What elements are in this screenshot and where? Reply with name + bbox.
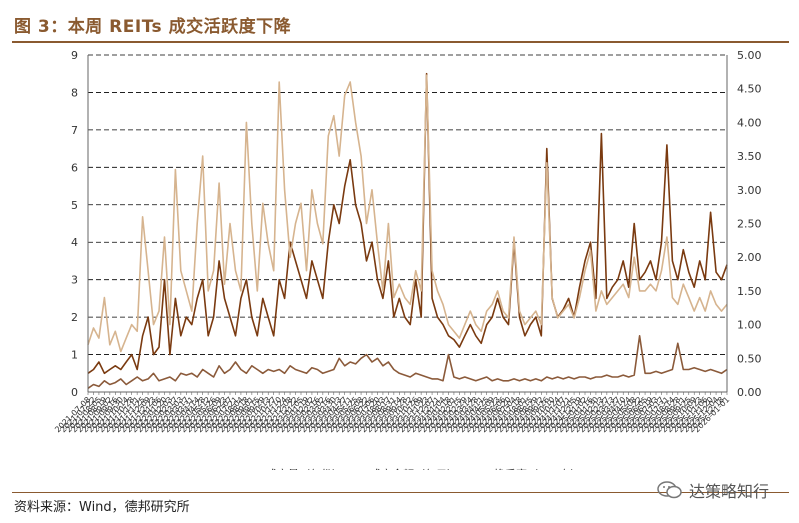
y-right-tick-label: 3.50 xyxy=(737,150,762,163)
y-right-tick-label: 2.00 xyxy=(737,251,762,264)
y-left-tick-label: 9 xyxy=(71,49,78,62)
title-rule xyxy=(12,41,789,43)
figure-title: 图 3：本周 REITs 成交活跃度下降 xyxy=(14,17,292,37)
y-left-tick-label: 7 xyxy=(71,124,78,137)
y-right-tick-label: 5.00 xyxy=(737,49,762,62)
y-left-tick-label: 3 xyxy=(71,274,78,287)
legend: 成交量（亿份） 成交金额（亿元） 换手率（%，右） xyxy=(266,467,581,470)
y-left-tick-label: 2 xyxy=(71,311,78,324)
y-right-tick-label: 4.50 xyxy=(737,83,762,96)
source-rule xyxy=(12,492,789,493)
legend-label: 换手率（%，右） xyxy=(494,467,581,470)
y-left-tick-label: 4 xyxy=(71,236,78,249)
series-lines xyxy=(87,72,728,389)
y-right-tick-label: 4.00 xyxy=(737,116,762,129)
legend-label: 成交量（亿份） xyxy=(266,467,343,470)
y-left-tick-label: 6 xyxy=(71,161,78,174)
chart: 0 1 2 3 4 5 6 7 8 9 0.00 0.50 1.00 1.50 2.00 2.50 3.00 3.… xyxy=(53,49,761,470)
series-line xyxy=(87,74,728,353)
watermark: 达策略知行 xyxy=(657,478,769,502)
y-right-tick-label: 0.50 xyxy=(737,352,762,365)
legend-label: 成交金额（亿元） xyxy=(370,467,458,470)
grid xyxy=(88,54,727,355)
y-right-tick-label: 3.00 xyxy=(737,184,762,197)
y-left-tick-label: 0 xyxy=(71,386,78,399)
y-left-tick-label: 1 xyxy=(71,349,78,362)
series-line xyxy=(87,334,728,389)
series-line xyxy=(87,72,728,375)
y-right-tick-label: 1.00 xyxy=(737,319,762,332)
axes: 0 1 2 3 4 5 6 7 8 9 0.00 0.50 1.00 1.50 2.00 2.50 3.00 3.… xyxy=(53,49,761,434)
source-note: 资料来源：Wind，德邦研究所 xyxy=(14,500,190,515)
y-right-tick-label: 0.00 xyxy=(737,386,762,399)
y-left-tick-label: 8 xyxy=(71,86,78,99)
y-left-tick-label: 5 xyxy=(71,199,78,212)
wechat-icon xyxy=(657,481,682,499)
watermark-text: 达策略知行 xyxy=(688,482,769,501)
y-right-tick-label: 1.50 xyxy=(737,285,762,298)
y-right-tick-label: 2.50 xyxy=(737,218,762,231)
